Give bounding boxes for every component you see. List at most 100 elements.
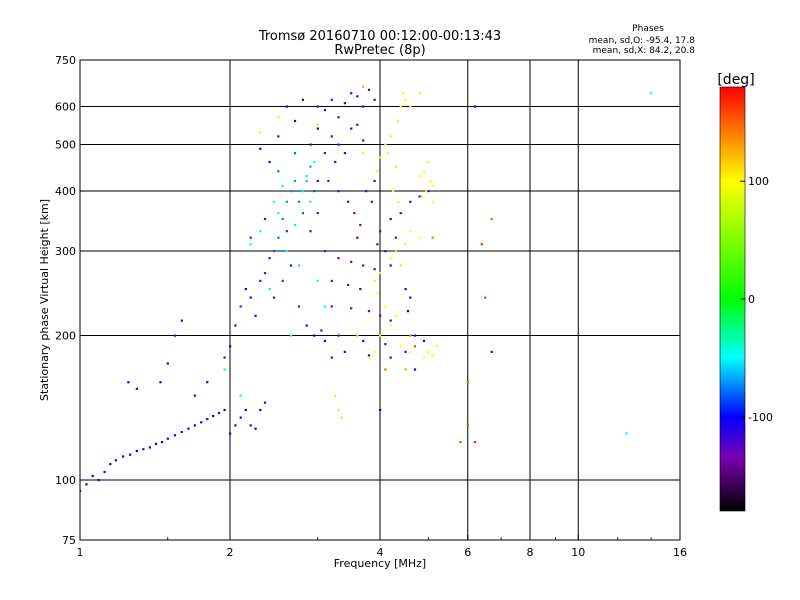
data-point-x xyxy=(425,190,428,193)
stats-o: mean, sd,O: -95.4, 17.8 xyxy=(589,36,696,46)
data-point-o xyxy=(337,143,340,146)
data-point-o xyxy=(193,424,196,427)
data-point-o xyxy=(362,105,365,108)
data-point-o xyxy=(350,92,353,95)
data-point-o xyxy=(187,427,190,430)
data-point-x xyxy=(384,368,387,371)
data-point-o xyxy=(91,474,94,478)
data-point-x xyxy=(367,356,371,359)
data-point-o xyxy=(285,200,288,203)
data-point-o xyxy=(80,489,82,492)
data-point-o xyxy=(337,190,340,193)
data-point-o xyxy=(389,217,392,221)
data-point-o xyxy=(330,279,333,282)
data-point-x xyxy=(399,105,402,108)
data-point-o xyxy=(281,279,284,282)
data-point-o xyxy=(413,334,417,337)
data-point-o xyxy=(173,434,176,437)
data-point-x xyxy=(409,230,412,233)
data-point-o xyxy=(309,143,312,146)
data-point-o xyxy=(159,381,162,384)
data-point-other xyxy=(323,305,326,308)
data-point-o xyxy=(343,350,346,353)
data-point-o xyxy=(263,401,267,404)
data-point-x xyxy=(409,105,412,108)
data-point-x xyxy=(397,200,400,203)
data-point-o xyxy=(323,250,326,253)
data-point-o xyxy=(249,236,252,239)
data-point-o xyxy=(223,408,226,412)
data-point-o xyxy=(367,354,371,357)
data-point-o xyxy=(305,324,308,327)
data-point-x xyxy=(340,416,343,419)
data-point-o xyxy=(239,305,242,308)
data-point-o xyxy=(293,152,297,155)
data-point-o xyxy=(389,264,392,267)
data-point-x xyxy=(484,296,487,299)
data-point-other xyxy=(272,200,276,203)
data-point-o xyxy=(373,179,376,183)
data-point-x xyxy=(431,354,434,357)
data-point-o xyxy=(384,343,387,346)
data-point-other xyxy=(293,223,297,227)
data-point-o xyxy=(359,223,362,227)
data-point-o xyxy=(313,190,316,193)
data-point-x xyxy=(384,143,387,146)
x-tick-label: 6 xyxy=(464,546,471,559)
data-point-o xyxy=(367,88,371,91)
data-point-o xyxy=(350,127,353,130)
data-point-o xyxy=(142,448,145,451)
y-tick-label: 400 xyxy=(55,185,76,198)
data-point-o xyxy=(330,356,333,359)
data-point-x xyxy=(473,441,476,444)
data-point-x xyxy=(387,152,390,155)
data-point-o xyxy=(343,102,346,105)
data-point-o xyxy=(389,356,392,359)
data-point-o xyxy=(166,437,169,440)
data-point-o xyxy=(373,268,376,271)
data-point-o xyxy=(272,250,276,253)
x-tick-label: 2 xyxy=(227,546,234,559)
data-point-other xyxy=(285,250,288,253)
data-point-o xyxy=(239,416,242,419)
data-point-o xyxy=(353,212,356,215)
data-point-x xyxy=(404,368,407,371)
data-point-x xyxy=(362,152,365,155)
data-point-o xyxy=(223,356,226,359)
data-point-x xyxy=(422,170,426,173)
data-point-o xyxy=(356,95,359,98)
data-point-o xyxy=(285,230,288,233)
colorbar-tick-label: 100 xyxy=(748,175,769,188)
data-point-o xyxy=(268,160,271,164)
data-point-x xyxy=(418,236,421,239)
data-point-o xyxy=(281,217,284,221)
data-point-o xyxy=(427,190,430,193)
data-point-x xyxy=(409,350,412,353)
data-point-o xyxy=(409,296,412,299)
data-point-o xyxy=(109,463,112,466)
data-point-o xyxy=(254,314,257,317)
data-point-o xyxy=(234,324,237,327)
data-point-o xyxy=(418,195,421,198)
data-point-o xyxy=(394,236,397,239)
data-point-x xyxy=(394,314,397,317)
data-point-o xyxy=(154,442,158,445)
data-point-x xyxy=(431,200,434,203)
data-point-o xyxy=(173,334,176,337)
data-point-o xyxy=(367,310,371,313)
data-point-o xyxy=(309,165,312,168)
x-axis-ticks: 1 2 4 6 8 10 16 xyxy=(77,535,687,559)
data-point-o xyxy=(362,264,365,267)
data-point-x xyxy=(466,424,469,427)
y-axis-label: Stationary phase Virtual Height [km] xyxy=(38,199,51,401)
data-point-o xyxy=(217,411,221,415)
data-point-o xyxy=(85,483,88,486)
data-point-o xyxy=(127,381,130,384)
data-point-x xyxy=(413,345,417,348)
data-point-x xyxy=(337,408,340,412)
data-point-x xyxy=(376,170,379,173)
data-point-o xyxy=(356,236,359,239)
data-point-o xyxy=(320,329,323,332)
data-point-o xyxy=(337,257,340,260)
